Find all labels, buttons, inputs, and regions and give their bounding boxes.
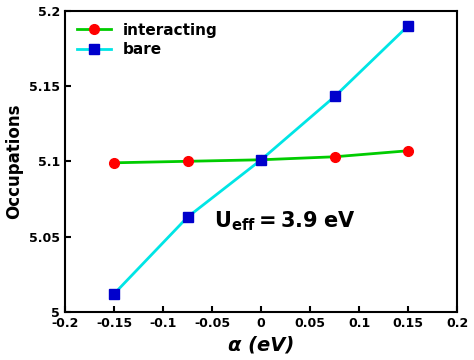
interacting: [185, 159, 191, 163]
bare: [332, 94, 337, 99]
bare: [405, 23, 411, 28]
bare: [111, 292, 117, 296]
Line: bare: bare: [109, 21, 413, 299]
Text: $\mathbf{U_{eff} = 3.9\ eV}$: $\mathbf{U_{eff} = 3.9\ eV}$: [214, 210, 356, 233]
Line: interacting: interacting: [109, 146, 413, 168]
interacting: [111, 161, 117, 165]
bare: [258, 158, 264, 162]
bare: [185, 215, 191, 219]
interacting: [405, 149, 411, 153]
interacting: [332, 154, 337, 159]
X-axis label: α (eV): α (eV): [228, 336, 294, 355]
interacting: [258, 158, 264, 162]
Legend: interacting, bare: interacting, bare: [71, 17, 224, 63]
Y-axis label: Occupations: Occupations: [6, 104, 24, 219]
